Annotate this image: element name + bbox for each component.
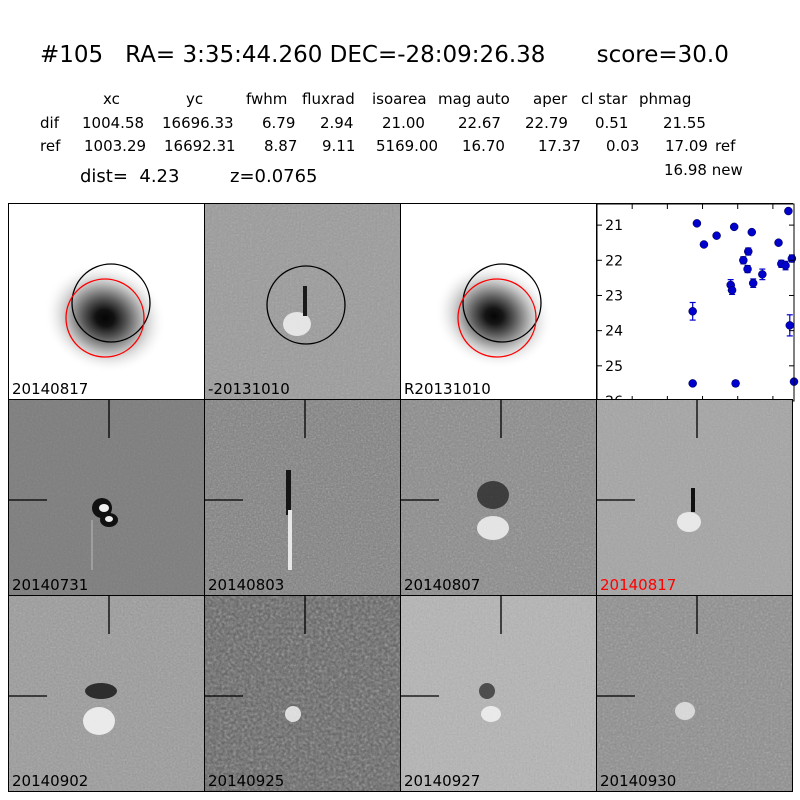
data-point [699,240,709,249]
row-label-dif: dif [40,114,59,132]
data-point [743,264,752,274]
panel-label: 20140902 [12,772,89,790]
row-label-ref: ref [40,137,61,155]
stamp-diff-image: -20131010 [204,203,401,400]
panel-label: 20140925 [208,772,285,790]
column-header-fluxrad: fluxrad [302,90,355,108]
ref-phmag: 17.09 [665,137,708,155]
panel-label: 20140817 [600,576,677,594]
data-point [781,261,790,270]
data-point [688,379,697,388]
ref-isoarea: 5169.00 [376,137,439,155]
y-tick-label: 24 [605,324,623,340]
dif-phmag: 21.55 [663,114,706,132]
column-header-phmag: phmag [639,90,692,108]
stamp-20140803: 20140803 [204,399,401,596]
aperture-circle-black [71,263,151,343]
panel-label: 20140927 [404,772,481,790]
stamp-20140902: 20140902 [8,595,205,792]
dif-cl-star: 0.51 [595,114,629,132]
data-point [787,254,797,263]
new-mag: 16.98 new [664,161,743,179]
panel-label: 20140803 [208,576,285,594]
y-tick-label: 22 [605,253,623,269]
stamp-20140817: 20140817 [596,399,793,596]
diff-image-svg [205,204,400,399]
dif-yc: 16696.33 [162,114,234,132]
stamp-20140731: 20140731 [8,399,205,596]
dist-value: dist= 4.23 [80,166,180,187]
column-header-yc: yc [186,90,204,108]
data-point [748,278,758,288]
data-point [758,270,767,279]
panel-label: 20140817 [12,380,89,398]
ref-aper: 17.37 [538,137,581,155]
stamp-20140807: 20140807 [400,399,597,596]
data-point [731,379,740,388]
stamp-svg [401,596,596,791]
ref-suffix: ref [715,137,736,155]
data-point [712,231,721,240]
column-header-mag-auto: mag auto [438,90,510,108]
aperture-circle-red [65,278,145,358]
y-tick-label: 23 [605,288,623,304]
y-tick-label: 25 [605,359,623,375]
ref-yc: 16692.31 [164,137,236,155]
z-value: z=0.0765 [230,166,318,187]
ref-mag-auto: 16.70 [462,137,505,155]
ref-cl-star: 0.03 [606,137,640,155]
panel-label: 20140807 [404,576,481,594]
ref-fluxrad: 9.11 [322,137,356,155]
dif-fwhm: 6.79 [262,114,296,132]
panel-label: 20140930 [600,772,677,790]
data-point [739,256,748,265]
dif-xc: 1004.58 [82,114,145,132]
panel-label: R20131010 [404,380,491,398]
data-point [774,238,783,247]
light-curve-panel: 212223242526-100-50050100 [596,203,799,420]
dif-aper: 22.79 [525,114,568,132]
y-tick-label: 21 [605,218,623,234]
stamp-svg [597,596,792,791]
stamp-svg [9,400,204,595]
panel-label: 20140731 [12,576,89,594]
column-header-aper: aper [533,90,568,108]
dif-fluxrad: 2.94 [320,114,354,132]
data-point [785,321,795,330]
column-header-fwhm: fwhm [246,90,288,108]
data-point [692,219,702,228]
column-header-xc: xc [103,90,120,108]
dif-mag-auto: 22.67 [458,114,501,132]
data-point [784,206,793,216]
ref-fwhm: 8.87 [264,137,298,155]
stamp-new-image: 20140817 [8,203,205,400]
light-curve-chart: 212223242526-100-50050100 [596,203,799,420]
column-header-cl-star: cl star [581,90,628,108]
stamp-ref-image: R20131010 [400,203,597,400]
data-point [727,285,737,295]
new-image-svg [9,204,204,399]
stamp-svg [205,596,400,791]
aperture-circle-black [462,263,542,343]
stamp-svg [401,400,596,595]
data-point [688,307,697,316]
stamp-20140930: 20140930 [596,595,793,792]
ref-xc: 1003.29 [84,137,147,155]
stamp-20140925: 20140925 [204,595,401,792]
stamp-svg [205,400,400,595]
dif-isoarea: 21.00 [382,114,425,132]
aperture-circle-red [457,278,537,358]
aperture-circle-black [266,265,346,345]
page-title: #105 RA= 3:35:44.260 DEC=-28:09:26.38 sc… [40,42,729,68]
data-point [744,247,753,256]
stamp-svg [9,596,204,791]
data-point [729,222,739,232]
stamp-svg [597,400,792,595]
data-point [747,227,757,237]
stamp-20140927: 20140927 [400,595,597,792]
panel-label: -20131010 [208,380,290,398]
ref-image-svg [401,204,596,399]
column-header-isoarea: isoarea [372,90,427,108]
